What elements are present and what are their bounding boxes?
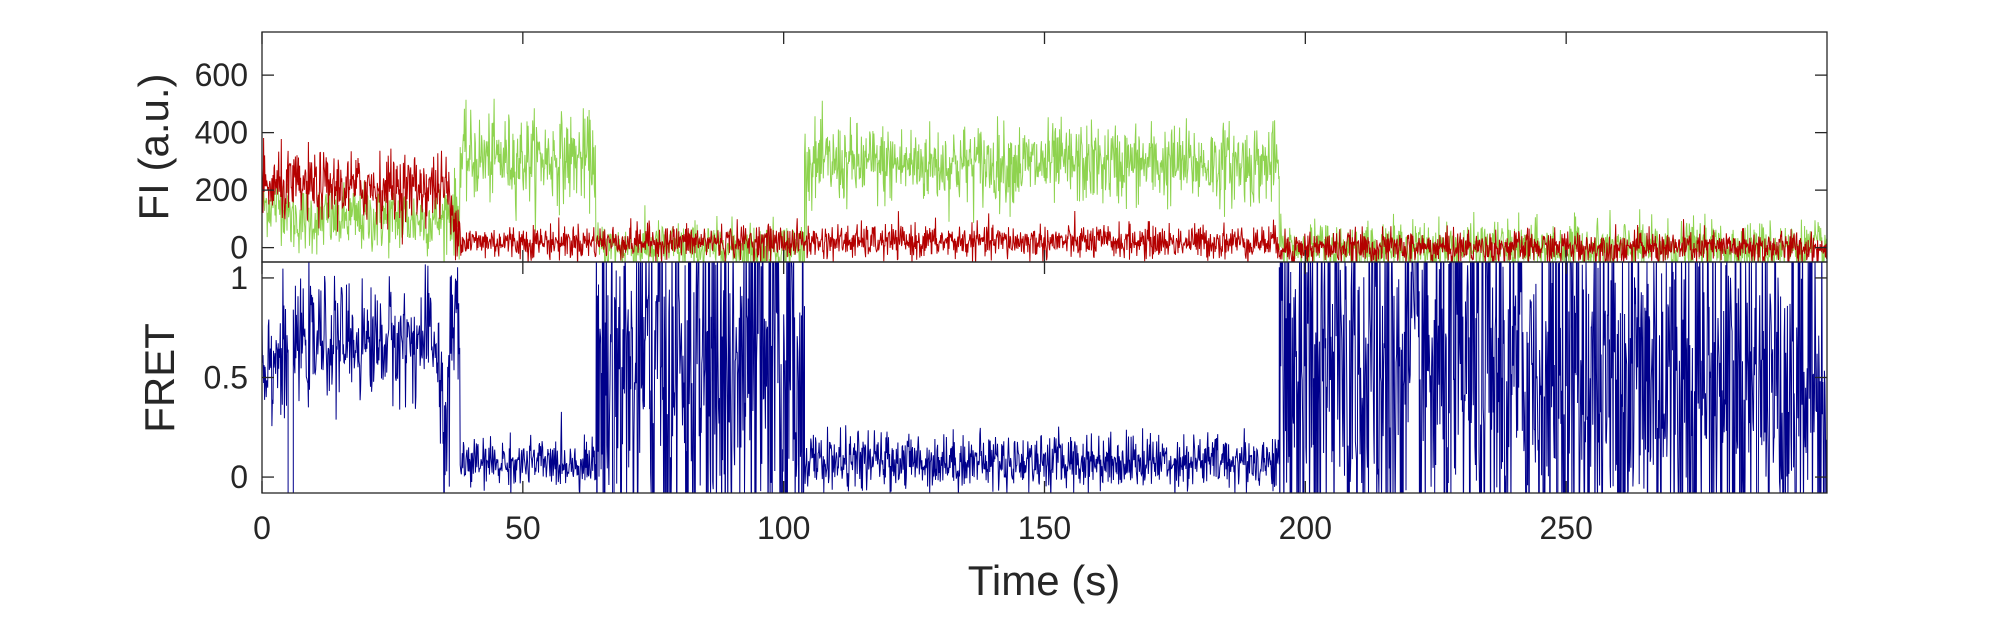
x-tick-label-2: 100 bbox=[757, 510, 810, 546]
x-tick-label-0: 0 bbox=[253, 510, 271, 546]
y-tick-label-0-3: 600 bbox=[195, 57, 248, 93]
x-tick-label-1: 50 bbox=[505, 510, 541, 546]
x-tick-label-4: 200 bbox=[1279, 510, 1332, 546]
y-tick-label-1-1: 0.5 bbox=[204, 360, 248, 396]
y-tick-label-1-2: 1 bbox=[230, 260, 248, 296]
fluorescence-ylabel: FI (a.u.) bbox=[130, 73, 177, 220]
y-tick-label-0-1: 200 bbox=[195, 172, 248, 208]
fret-panel: 0 0.5 1 0 50 100 150 200 250 FRET Time (s) bbox=[136, 32, 1827, 625]
x-tick-label-5: 250 bbox=[1539, 510, 1592, 546]
fret-ylabel: FRET bbox=[136, 323, 183, 433]
y-tick-label-1-0: 0 bbox=[230, 459, 248, 495]
x-tick-label-3: 150 bbox=[1018, 510, 1071, 546]
y-tick-label-0-2: 400 bbox=[195, 115, 248, 151]
time-xlabel: Time (s) bbox=[968, 557, 1120, 604]
